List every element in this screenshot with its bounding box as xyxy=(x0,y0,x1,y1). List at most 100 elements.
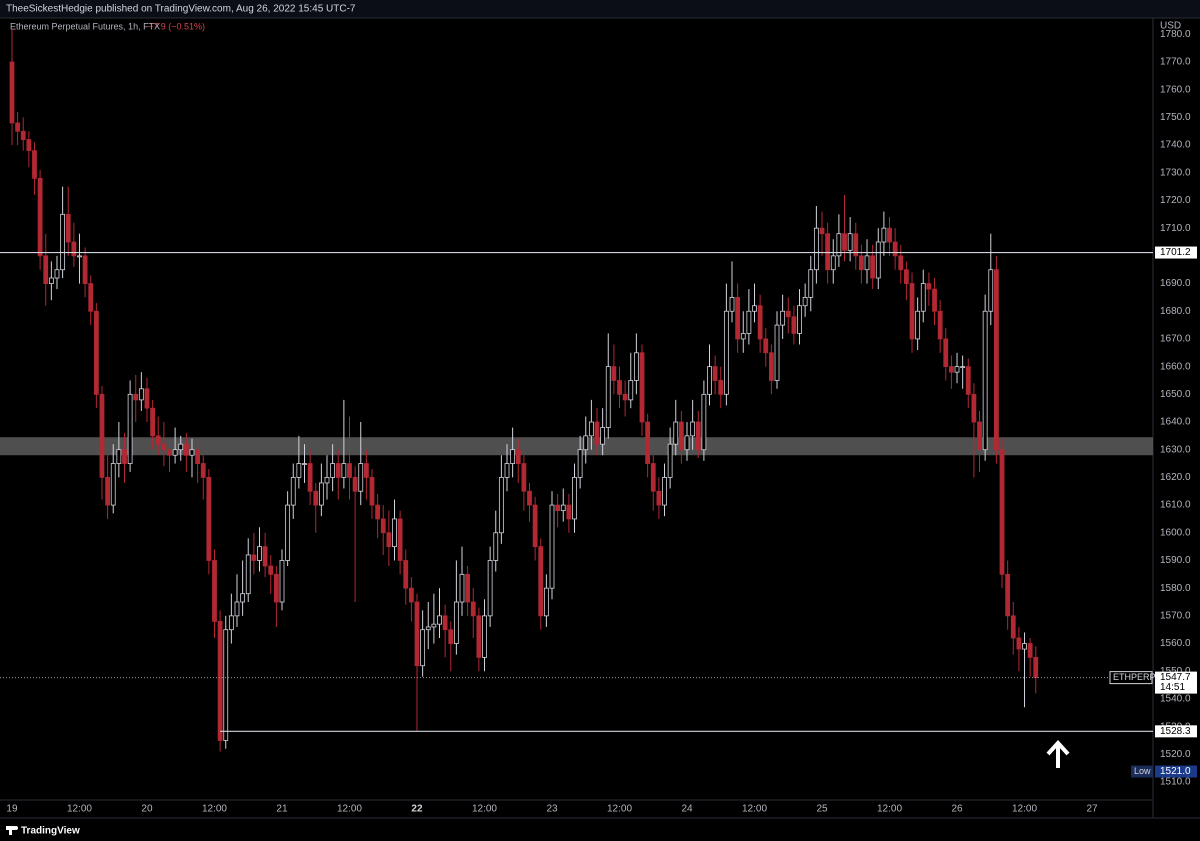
symbol-tag xyxy=(1109,671,1153,685)
candle-body xyxy=(830,255,836,271)
candle-body xyxy=(937,310,943,340)
candle-body xyxy=(138,388,144,401)
x-tick-label: 21 xyxy=(276,804,288,815)
candle-body xyxy=(527,490,532,506)
x-tick-label: 26 xyxy=(951,804,963,815)
candle-body xyxy=(752,305,757,312)
x-tick-label: 19 xyxy=(6,804,18,815)
candle-body xyxy=(903,269,909,284)
candle-body xyxy=(448,629,454,644)
x-tick-label: 27 xyxy=(1086,804,1098,815)
candle-body xyxy=(88,283,94,312)
symbol: ETHPERP xyxy=(1113,672,1156,682)
candle-body xyxy=(977,421,982,451)
candle-body xyxy=(482,615,487,658)
candle-body xyxy=(273,573,279,603)
candle-body xyxy=(32,150,37,179)
legend-change: −7.9 (−0.51%) xyxy=(148,21,205,31)
candle-body xyxy=(791,316,797,334)
candle-body xyxy=(932,288,937,312)
candle-body xyxy=(403,560,409,589)
candle-body xyxy=(15,122,21,132)
candle-body xyxy=(228,615,234,631)
candle-body xyxy=(476,615,482,658)
candle-body xyxy=(729,297,735,312)
countdown: 14:51 xyxy=(1160,682,1185,693)
candle-body xyxy=(639,352,645,423)
candle-body xyxy=(847,233,853,251)
candle-body xyxy=(532,504,538,548)
candle-body xyxy=(538,546,544,617)
candle-body xyxy=(611,366,617,381)
candle-body xyxy=(684,435,690,451)
candle-body xyxy=(892,241,898,257)
candle-body xyxy=(442,615,448,631)
y-tick-label: 1730.0 xyxy=(1160,167,1191,178)
candle-body xyxy=(971,393,977,423)
candle-body xyxy=(363,463,369,478)
candle-body xyxy=(1022,643,1027,650)
candle-body xyxy=(633,352,639,381)
plot xyxy=(0,28,1153,752)
candle-body xyxy=(65,213,71,243)
candle-body xyxy=(155,435,161,445)
candle-body xyxy=(9,61,15,124)
level-tag xyxy=(1155,725,1197,738)
candle-body xyxy=(695,421,701,451)
candle-body xyxy=(341,463,347,478)
candle-body xyxy=(864,255,870,271)
y-tick-label: 1610.0 xyxy=(1160,500,1191,511)
candle-body xyxy=(189,449,195,456)
candle-body xyxy=(71,241,77,257)
candle-body xyxy=(510,449,516,464)
candle-body xyxy=(678,421,684,451)
x-tick-label: 22 xyxy=(411,804,423,815)
candle-body xyxy=(645,421,651,464)
y-tick-label: 1680.0 xyxy=(1160,306,1191,317)
candle-body xyxy=(521,463,527,492)
candle-body xyxy=(93,310,99,395)
y-tick-label: 1600.0 xyxy=(1160,527,1191,538)
candle-body xyxy=(583,435,589,451)
candle-body xyxy=(909,283,915,340)
candle-body xyxy=(662,476,667,506)
y-tick-label: 1760.0 xyxy=(1160,84,1191,95)
candle-body xyxy=(302,463,307,465)
candle-body xyxy=(819,227,825,235)
x-tick-label: 25 xyxy=(816,804,828,815)
candle-body xyxy=(572,476,577,520)
y-tick-label: 1650.0 xyxy=(1160,389,1191,400)
candle-body xyxy=(262,546,268,567)
candle-body xyxy=(690,421,696,437)
candle-body xyxy=(1005,573,1011,617)
candle-body xyxy=(1010,615,1016,639)
candle-body xyxy=(825,233,831,271)
candle-body xyxy=(965,366,971,395)
y-tick-label: 1640.0 xyxy=(1160,417,1191,428)
x-tick-label: 12:00 xyxy=(607,804,632,815)
candle-body xyxy=(954,366,960,373)
candle-body xyxy=(20,130,26,140)
low-name-tag xyxy=(1131,765,1153,778)
candle-body xyxy=(459,573,465,603)
candle-body xyxy=(172,449,178,456)
candle-body xyxy=(285,504,291,561)
candle-body xyxy=(622,393,628,401)
candle-body xyxy=(667,443,673,478)
candle-body xyxy=(617,380,622,395)
candle-body xyxy=(707,366,712,395)
candle-body xyxy=(240,593,246,603)
candle-body xyxy=(560,504,566,512)
top-bar xyxy=(0,0,1200,18)
candle-body xyxy=(397,518,403,561)
candle-body xyxy=(999,449,1005,575)
candle-body xyxy=(504,463,510,478)
candle-body xyxy=(858,255,864,271)
candle-body xyxy=(808,269,814,298)
y-tick-label: 1660.0 xyxy=(1160,361,1191,372)
y-tick-label: 1590.0 xyxy=(1160,555,1191,566)
y-tick-label: 1780.0 xyxy=(1160,29,1191,40)
candle-body xyxy=(797,305,802,334)
y-tick-label: 1670.0 xyxy=(1160,334,1191,345)
